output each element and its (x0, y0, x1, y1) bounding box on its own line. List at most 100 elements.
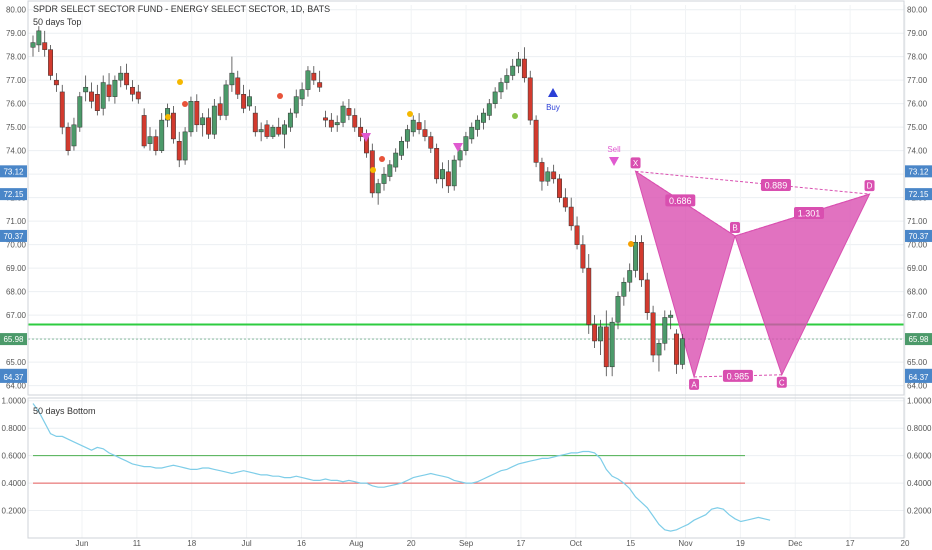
candle-body (527, 77, 533, 121)
candle-body (170, 112, 176, 140)
candle-body (77, 96, 83, 128)
pattern-point-label-bg (864, 180, 875, 192)
y-tick-label-right: 79.00 (907, 29, 928, 38)
price-label-right: 73.12 (908, 167, 929, 176)
x-tick-label: Aug (349, 539, 363, 548)
candle (510, 59, 516, 81)
candle-body (200, 117, 206, 126)
candle-body (100, 82, 106, 109)
candle (282, 120, 288, 149)
price-label-left: 72.15 (3, 190, 24, 199)
candle-body (241, 94, 247, 109)
candle-body (59, 91, 65, 128)
candle (311, 66, 317, 85)
candle (112, 75, 118, 104)
x-tick-label: 19 (736, 539, 745, 548)
price-label-left-bg (0, 165, 27, 178)
candle (656, 338, 662, 372)
candle (147, 127, 153, 151)
candle-body (679, 338, 685, 365)
pattern-point-label-bg (776, 376, 787, 388)
candle (42, 30, 48, 57)
signal-dot (182, 101, 188, 107)
candle (516, 51, 521, 74)
candle-body (188, 101, 194, 133)
candle-body (557, 178, 562, 198)
candle (445, 160, 451, 193)
candle-body (287, 112, 293, 128)
candle (562, 188, 568, 212)
price-label-right-bg (905, 333, 932, 346)
price-label-right: 64.37 (908, 373, 929, 382)
candle-body (603, 326, 609, 368)
candle-body (276, 126, 282, 135)
ratio-label-bg (665, 194, 696, 207)
candle (603, 310, 609, 377)
ratio-label-bg (794, 206, 825, 219)
candle (135, 84, 141, 104)
candle-body (358, 126, 364, 137)
candle-body (615, 296, 621, 323)
candle (644, 272, 650, 320)
candle-body (469, 126, 475, 140)
candle-body (147, 136, 153, 144)
indicator-y-tick-right: 0.8000 (907, 424, 932, 433)
signal-dot (628, 241, 634, 247)
candle (211, 98, 217, 139)
chart-subtitle: 50 days Top (33, 17, 81, 27)
price-label-left: 64.37 (3, 373, 24, 382)
y-tick-label-left: 70.00 (6, 241, 27, 250)
candle (118, 66, 124, 88)
y-tick-label-left: 65.00 (6, 358, 27, 367)
candle (574, 216, 580, 250)
candle-body (334, 122, 340, 126)
candle (170, 106, 176, 144)
candle (153, 129, 159, 156)
candle-body (48, 49, 53, 76)
ratio-label: 0.889 (765, 181, 788, 191)
candle (492, 87, 498, 109)
x-tick-label: 16 (297, 539, 306, 548)
pattern-point-label: B (732, 223, 737, 232)
candle-body (428, 136, 434, 149)
candle (568, 197, 574, 231)
candle (551, 164, 557, 184)
candle-body (135, 91, 141, 100)
candle-body (299, 89, 305, 100)
y-tick-label-left: 77.00 (6, 76, 27, 85)
candle (53, 73, 59, 92)
candle-body (176, 141, 182, 161)
y-tick-label-right: 67.00 (907, 311, 928, 320)
candle (77, 91, 83, 132)
x-tick-label: 18 (187, 539, 196, 548)
candle-body (206, 117, 211, 135)
candle (176, 131, 182, 168)
candle (486, 98, 492, 121)
y-tick-label-right: 77.00 (907, 76, 928, 85)
y-tick-label-left: 79.00 (6, 29, 27, 38)
price-label-left-bg (0, 188, 27, 201)
candle-body (340, 105, 346, 123)
indicator-y-tick-right: 0.6000 (907, 452, 932, 461)
price-label-right-bg (905, 229, 932, 242)
candle (545, 167, 551, 186)
x-tick-label: 17 (846, 539, 855, 548)
y-tick-label-right: 65.00 (907, 358, 928, 367)
candle-body (633, 242, 638, 271)
candle (399, 136, 405, 161)
candle (527, 70, 533, 125)
pattern-point-label-bg (689, 378, 700, 390)
candle (229, 56, 235, 92)
candle (451, 155, 457, 191)
y-tick-label-right: 78.00 (907, 53, 928, 62)
candle-body (574, 225, 580, 245)
chart-title: SPDR SELECT SECTOR FUND - ENERGY SELECT … (33, 4, 330, 14)
candle (94, 84, 100, 116)
candle (328, 113, 334, 132)
candle-body (650, 312, 656, 356)
x-tick-label: 15 (626, 539, 635, 548)
price-label-right: 65.98 (908, 335, 929, 344)
candle (410, 115, 416, 137)
pattern-point-label: C (779, 378, 785, 387)
